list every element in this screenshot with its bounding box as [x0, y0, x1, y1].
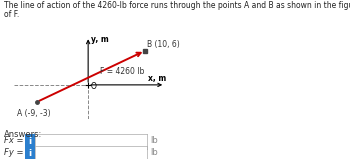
Text: A (-9, -3): A (-9, -3): [17, 109, 51, 118]
Text: i: i: [29, 149, 32, 158]
Text: The line of action of the 4260-lb force runs through the points A and B as shown: The line of action of the 4260-lb force …: [4, 1, 350, 10]
Text: of F.: of F.: [4, 10, 20, 19]
Text: F = 4260 lb: F = 4260 lb: [99, 67, 144, 76]
Text: x, m: x, m: [148, 74, 166, 83]
Text: B (10, 6): B (10, 6): [147, 40, 180, 49]
Text: i: i: [29, 137, 32, 146]
Text: lb: lb: [150, 136, 158, 145]
Text: O: O: [90, 82, 96, 91]
Text: Answers:: Answers:: [4, 130, 42, 139]
Text: Fx =: Fx =: [4, 136, 24, 145]
Text: Fy =: Fy =: [4, 149, 24, 157]
Text: y, m: y, m: [91, 35, 109, 44]
Text: lb: lb: [150, 149, 158, 157]
